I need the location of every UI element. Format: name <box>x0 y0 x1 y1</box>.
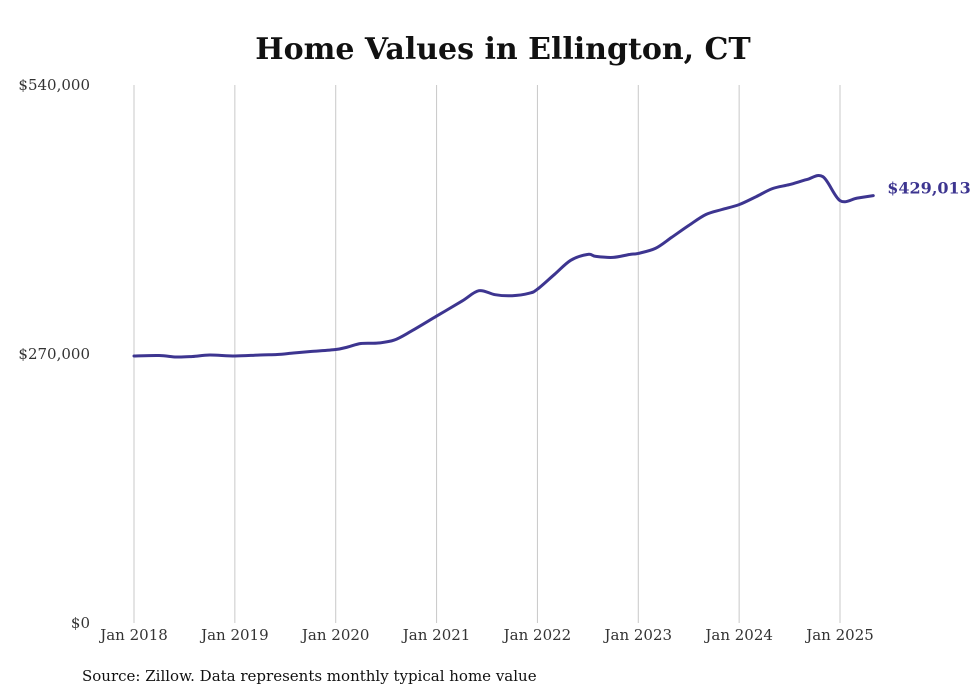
x-tick-label: Jan 2025 <box>804 626 874 644</box>
y-axis: $0 $270,000 $540,000 <box>18 76 90 632</box>
series-line <box>132 174 875 359</box>
y-tick-label: $270,000 <box>18 345 90 363</box>
x-tick-label: Jan 2018 <box>98 626 168 644</box>
y-tick-label: $0 <box>71 614 90 632</box>
series-layer <box>132 174 875 359</box>
x-tick-label: Jan 2019 <box>199 626 269 644</box>
chart-title: Home Values in Ellington, CT <box>255 32 751 67</box>
x-tick-label: Jan 2022 <box>502 626 572 644</box>
source-note: Source: Zillow. Data represents monthly … <box>82 667 537 685</box>
x-tick-label: Jan 2020 <box>300 626 370 644</box>
x-tick-label: Jan 2021 <box>401 626 471 644</box>
x-tick-label: Jan 2023 <box>603 626 673 644</box>
x-axis: Jan 2018 Jan 2019 Jan 2020 Jan 2021 Jan 2022… <box>98 626 874 644</box>
y-tick-label: $540,000 <box>18 76 90 94</box>
gridlines <box>133 85 841 623</box>
end-value-label: $429,013 <box>887 179 971 198</box>
x-tick-label: Jan 2024 <box>703 626 773 644</box>
